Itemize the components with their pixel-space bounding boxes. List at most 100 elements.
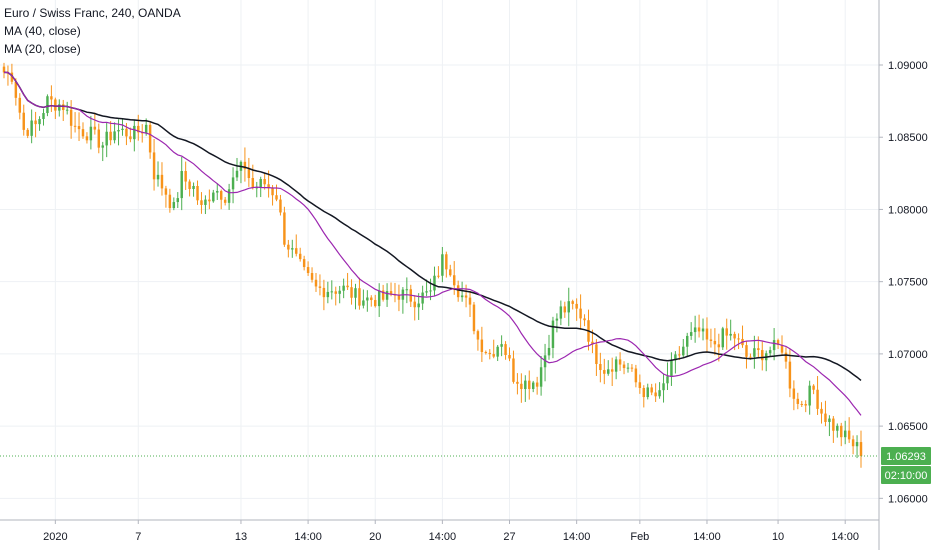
candle-body <box>188 181 191 189</box>
symbol-title[interactable]: Euro / Swiss Franc, 240, OANDA <box>4 6 181 20</box>
last-price-label: 1.06293 <box>886 451 926 463</box>
candle-body <box>504 344 507 356</box>
candle-body <box>219 191 223 200</box>
candle-body <box>508 355 511 359</box>
candle-body <box>231 177 235 190</box>
candle-body <box>729 333 732 336</box>
candle-body <box>259 179 262 188</box>
candle-body <box>204 199 207 205</box>
candle-body <box>298 253 302 260</box>
candle-body <box>512 358 515 382</box>
candle-body <box>745 345 748 357</box>
candle-body <box>247 169 251 179</box>
last-price-tag[interactable] <box>881 447 931 466</box>
candle-body <box>840 425 843 438</box>
candle-body <box>101 145 104 148</box>
candle-body <box>563 306 567 313</box>
x-tick-label: 14:00 <box>831 531 859 543</box>
candle-body <box>721 328 724 348</box>
candle-body <box>452 275 456 286</box>
candle-body <box>705 328 709 340</box>
candle-body <box>137 125 140 133</box>
moving-averages <box>3 71 862 416</box>
candle-body <box>326 291 330 298</box>
candle-body <box>275 195 278 200</box>
candle-body <box>531 382 535 389</box>
candle-body <box>26 129 29 136</box>
candle-body <box>346 285 349 288</box>
candle-body <box>295 248 298 254</box>
candle-body <box>492 354 495 357</box>
candle-body <box>421 292 424 304</box>
candle-body <box>164 188 168 195</box>
countdown-label: 02:10:00 <box>885 470 928 482</box>
candle-body <box>832 418 835 431</box>
candle-body <box>614 359 618 372</box>
candle-body <box>701 328 705 332</box>
candle-body <box>543 355 547 368</box>
candle-body <box>630 367 634 369</box>
candle-body <box>456 285 460 298</box>
candle-body <box>808 385 811 406</box>
candle-body <box>77 126 81 130</box>
y-tick-label: 1.07500 <box>888 277 928 289</box>
candle-body <box>85 136 89 141</box>
x-tick-label: 14:00 <box>693 531 721 543</box>
candle-body <box>851 439 855 447</box>
candle-body <box>279 199 282 213</box>
y-tick-label: 1.06500 <box>888 421 928 433</box>
candle-body <box>622 364 626 369</box>
candle-body <box>686 335 689 347</box>
candle-body <box>725 328 728 336</box>
legend: Euro / Swiss Franc, 240, OANDA MA (40, c… <box>4 4 181 58</box>
candle-body <box>753 348 756 357</box>
candle-body <box>54 99 57 111</box>
candle-body <box>208 199 211 202</box>
candle-body <box>109 131 112 141</box>
candle-body <box>223 199 227 203</box>
candle-body <box>638 382 642 388</box>
candle-body <box>322 287 326 298</box>
candle-body <box>816 389 819 409</box>
candle-body <box>156 174 160 180</box>
candle-body <box>144 124 148 134</box>
candle-body <box>792 388 796 399</box>
candle-body <box>658 390 661 397</box>
candle-body <box>42 113 45 120</box>
candle-body <box>618 359 622 365</box>
candle-body <box>480 339 484 353</box>
candle-body <box>302 259 306 268</box>
candle-body <box>654 392 657 397</box>
candle-body <box>113 131 116 141</box>
candle-body <box>73 125 77 127</box>
legend-ma40[interactable]: MA (40, close) <box>4 24 81 38</box>
candle-body <box>551 320 555 348</box>
legend-ma20[interactable]: MA (20, close) <box>4 42 81 56</box>
candle-body <box>646 387 649 398</box>
candle-body <box>184 171 187 182</box>
candle-body <box>859 442 863 457</box>
candle-body <box>437 275 440 277</box>
candle-body <box>212 192 215 202</box>
candle-body <box>433 275 436 291</box>
y-tick-label: 1.08500 <box>888 132 928 144</box>
candle-body <box>429 290 432 292</box>
candle-body <box>65 109 69 111</box>
candle-body <box>800 403 803 405</box>
ma20-line <box>3 71 862 416</box>
candle-body <box>2 66 6 73</box>
candle-body <box>133 125 136 140</box>
candle-body <box>121 128 124 130</box>
candle-body <box>784 352 788 362</box>
candle-body <box>678 354 681 356</box>
candle-body <box>81 129 85 137</box>
candle-body <box>824 413 827 422</box>
candle-body <box>674 354 677 361</box>
candle-body <box>796 398 800 404</box>
candle-body <box>591 341 594 345</box>
candle-body <box>405 289 409 291</box>
candle-body <box>62 104 65 111</box>
candle-body <box>595 344 598 365</box>
